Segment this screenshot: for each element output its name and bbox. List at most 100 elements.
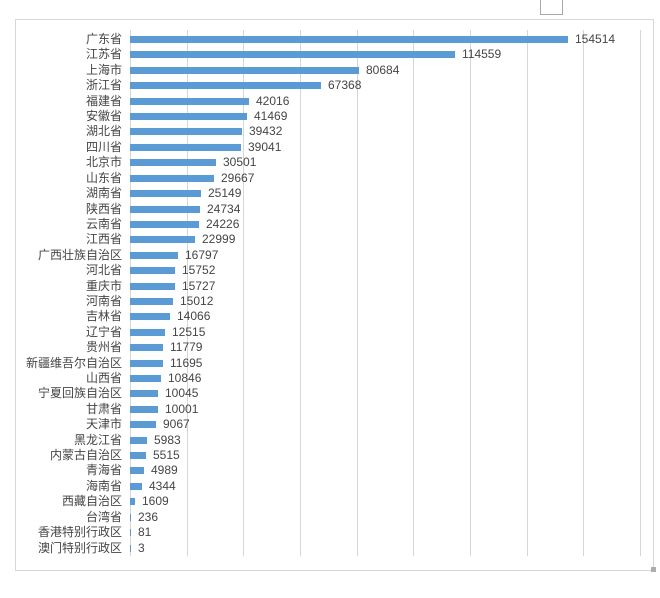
value-label: 3 bbox=[138, 540, 145, 555]
value-label: 10001 bbox=[165, 401, 199, 416]
category-label: 宁夏回族自治区 bbox=[37, 386, 122, 401]
bar-row: 福建省 42016 bbox=[16, 94, 653, 109]
bar[interactable] bbox=[130, 421, 156, 429]
chart-resize-handle[interactable] bbox=[651, 567, 656, 572]
category-label: 广西壮族自治区 bbox=[37, 247, 122, 262]
value-label: 16797 bbox=[185, 247, 219, 262]
category-label: 江苏省 bbox=[85, 47, 122, 62]
bar[interactable] bbox=[130, 159, 216, 167]
bar-row: 江苏省 114559 bbox=[16, 47, 653, 62]
bar[interactable] bbox=[130, 282, 175, 290]
value-label: 10846 bbox=[168, 371, 202, 386]
chart-area[interactable]: 广东省 154514 江苏省 114559 上海市 80684 浙江省 67368 福建省 420… bbox=[15, 19, 654, 571]
bar-row: 湖南省 25149 bbox=[16, 186, 653, 201]
category-label: 福建省 bbox=[85, 93, 122, 108]
value-label: 11779 bbox=[170, 340, 203, 355]
plot-gridline bbox=[186, 30, 188, 556]
bar[interactable] bbox=[130, 82, 321, 90]
plot-gridline bbox=[413, 30, 415, 556]
bar[interactable] bbox=[130, 267, 175, 275]
bar[interactable] bbox=[130, 236, 195, 244]
bar[interactable] bbox=[130, 467, 144, 475]
value-label: 4344 bbox=[149, 478, 176, 493]
category-label: 台湾省 bbox=[85, 509, 122, 524]
value-label: 29667 bbox=[221, 170, 255, 185]
bar[interactable] bbox=[130, 251, 178, 259]
value-label: 1609 bbox=[142, 494, 169, 509]
category-label: 新疆维吾尔自治区 bbox=[25, 355, 122, 370]
bar[interactable] bbox=[130, 498, 135, 506]
category-label: 上海市 bbox=[85, 62, 122, 77]
bar[interactable] bbox=[130, 205, 200, 213]
bar[interactable] bbox=[130, 220, 199, 228]
bar[interactable] bbox=[130, 190, 201, 198]
value-label: 22999 bbox=[202, 232, 236, 247]
category-label: 辽宁省 bbox=[85, 324, 122, 339]
bar[interactable] bbox=[130, 51, 455, 59]
bar[interactable] bbox=[130, 359, 163, 367]
bar-row: 江西省 22999 bbox=[16, 232, 653, 247]
plot-gridline bbox=[356, 30, 358, 556]
category-label: 安徽省 bbox=[85, 109, 122, 124]
bar[interactable] bbox=[130, 174, 214, 182]
bar[interactable] bbox=[130, 97, 249, 105]
value-label: 4989 bbox=[151, 463, 178, 478]
bar-row: 西藏自治区 1609 bbox=[16, 494, 653, 509]
category-label: 山西省 bbox=[85, 371, 122, 386]
category-label: 云南省 bbox=[85, 216, 122, 231]
bar[interactable] bbox=[130, 113, 247, 121]
plot-gridline bbox=[130, 30, 131, 556]
category-label: 河南省 bbox=[85, 293, 122, 308]
value-label: 15012 bbox=[180, 293, 214, 308]
value-label: 25149 bbox=[208, 186, 242, 201]
bar[interactable] bbox=[130, 66, 359, 74]
bar[interactable] bbox=[130, 375, 161, 383]
value-label: 39432 bbox=[249, 124, 283, 139]
bar-row: 云南省 24226 bbox=[16, 217, 653, 232]
value-label: 9067 bbox=[163, 417, 190, 432]
value-label: 81 bbox=[138, 525, 152, 540]
value-label: 30501 bbox=[223, 155, 257, 170]
bar-row: 香港特别行政区 81 bbox=[16, 525, 653, 540]
category-label: 北京市 bbox=[85, 155, 122, 170]
value-label: 80684 bbox=[366, 62, 400, 77]
bar-row: 天津市 9067 bbox=[16, 417, 653, 432]
bar-row: 湖北省 39432 bbox=[16, 124, 653, 139]
value-label: 67368 bbox=[328, 78, 362, 93]
bar[interactable] bbox=[130, 452, 146, 460]
bar[interactable] bbox=[130, 143, 241, 151]
bar-row: 黑龙江省 5983 bbox=[16, 433, 653, 448]
bar-row: 浙江省 67368 bbox=[16, 78, 653, 93]
bar[interactable] bbox=[130, 390, 158, 398]
bar-row: 北京市 30501 bbox=[16, 155, 653, 170]
value-label: 42016 bbox=[256, 93, 290, 108]
category-label: 西藏自治区 bbox=[61, 494, 122, 509]
bar-row: 青海省 4989 bbox=[16, 463, 653, 478]
bar-row: 海南省 4344 bbox=[16, 479, 653, 494]
category-label: 四川省 bbox=[85, 139, 122, 154]
bar[interactable] bbox=[130, 529, 131, 537]
bar-row: 台湾省 236 bbox=[16, 510, 653, 525]
category-label: 天津市 bbox=[85, 417, 122, 432]
bar[interactable] bbox=[130, 297, 173, 305]
bar-row: 河北省 15752 bbox=[16, 263, 653, 278]
category-label: 澳门特别行政区 bbox=[37, 540, 122, 555]
bar[interactable] bbox=[130, 344, 163, 352]
bar[interactable] bbox=[130, 36, 568, 43]
window-fragment bbox=[540, 0, 563, 15]
bar[interactable] bbox=[130, 328, 165, 336]
bar[interactable] bbox=[130, 544, 131, 552]
category-label: 贵州省 bbox=[85, 340, 122, 355]
bar[interactable] bbox=[130, 482, 142, 490]
bar-row: 宁夏回族自治区 10045 bbox=[16, 386, 653, 401]
category-label: 吉林省 bbox=[85, 309, 122, 324]
bar[interactable] bbox=[130, 313, 170, 321]
bar-row: 山西省 10846 bbox=[16, 371, 653, 386]
bar[interactable] bbox=[130, 513, 131, 521]
category-label: 海南省 bbox=[85, 478, 122, 493]
bar[interactable] bbox=[130, 128, 242, 136]
plot-gridline bbox=[640, 30, 641, 556]
bar[interactable] bbox=[130, 436, 147, 444]
bar[interactable] bbox=[130, 405, 158, 413]
category-label: 甘肃省 bbox=[85, 401, 122, 416]
